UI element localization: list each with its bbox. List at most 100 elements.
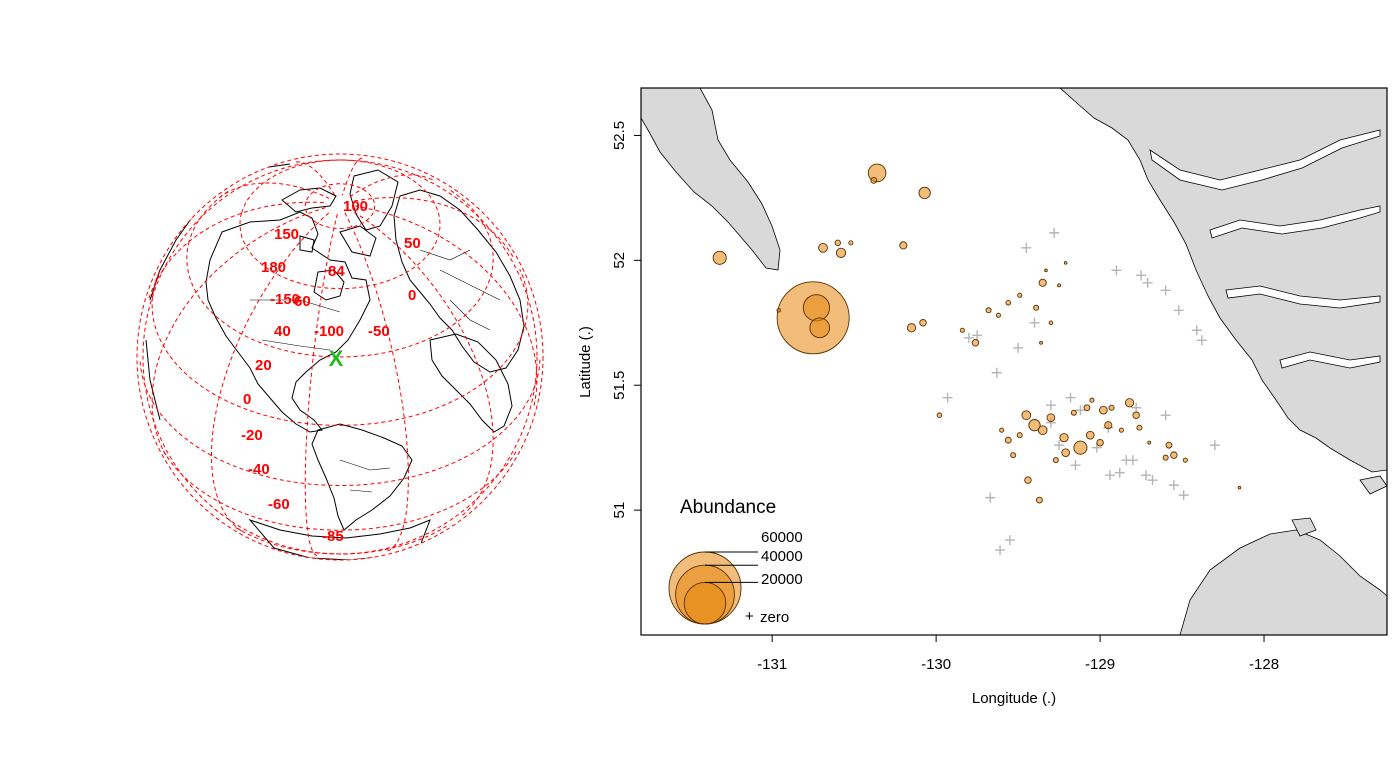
longitude-line (353, 205, 538, 406)
zero-catch-marker (1004, 535, 1015, 546)
x-axis: -131 -130 -129 -128 (757, 635, 1279, 673)
abundance-bubble (1059, 433, 1069, 443)
zero-catch-marker (1104, 470, 1115, 481)
globe-label: -60 (268, 496, 290, 513)
abundance-bubble (1036, 496, 1043, 504)
north-america-outline (205, 211, 371, 433)
globe-label: 150 (274, 226, 299, 243)
globe-label: -20 (241, 427, 263, 444)
zero-catch-marker (1136, 270, 1147, 281)
abundance-bubble (1073, 440, 1088, 455)
zero-catch-marker (1021, 242, 1032, 253)
zero-catch-marker (1054, 440, 1065, 451)
legend-label-20000: 20000 (761, 571, 803, 588)
abundance-bubble (1162, 454, 1169, 461)
latitude-line (151, 269, 529, 426)
zero-catch-marker (942, 392, 953, 403)
abundance-bubble (918, 186, 931, 200)
x-tick-label: -130 (921, 656, 951, 673)
longitude-line (304, 212, 339, 557)
greenland-outline (349, 169, 399, 231)
haida-gwaii-land (641, 88, 781, 271)
zero-catch-marker (995, 545, 1006, 556)
abundance-bubble (870, 177, 878, 184)
legend-circles (668, 551, 758, 625)
zero-catch-marker (1178, 490, 1189, 501)
abundance-bubble (776, 308, 781, 313)
mainland-coast-land (1059, 88, 1387, 473)
abundance-bubble (1052, 457, 1059, 464)
y-tick-label: 52.5 (611, 121, 628, 150)
abundance-bubble (999, 427, 1005, 433)
globe-label: 180 (261, 259, 286, 276)
zero-catch-marker (1160, 410, 1171, 421)
zero-catch-marker (1209, 440, 1220, 451)
longitude-line (295, 161, 336, 196)
zero-catch-marker (972, 330, 983, 341)
abundance-bubble (1165, 441, 1173, 449)
longitude-line (341, 157, 363, 196)
legend-zero-label: zero (760, 609, 789, 626)
globe-label: -85 (322, 528, 344, 545)
abundance-bubble (1005, 300, 1012, 306)
legend-title: Abundance (680, 497, 776, 518)
hudson-bay-outline (313, 269, 345, 301)
latitude-line (186, 189, 494, 358)
longitude-line (344, 212, 409, 552)
abundance-bubble (1070, 409, 1077, 416)
abundance-bubble (1099, 405, 1108, 415)
abundance-bubble (1132, 411, 1140, 419)
small-islands-land (1291, 475, 1387, 537)
globe-label: 0 (243, 391, 251, 408)
zero-catch-marker (1142, 277, 1153, 288)
zero-catch-marker (1070, 460, 1081, 471)
zero-catch-marker (1065, 392, 1076, 403)
globe-label: 0 (408, 287, 416, 304)
longitude-line (151, 206, 328, 456)
abundance-bubble (848, 240, 854, 246)
east-asia-edge-outline (145, 163, 291, 421)
map-land (641, 88, 1387, 635)
y-axis-label: Latitude (.) (577, 326, 594, 398)
abundance-bubble (1147, 440, 1152, 445)
zero-catch-marker (1168, 480, 1179, 491)
globe-label: -150 (270, 291, 300, 308)
zero-catch-marker (1049, 227, 1060, 238)
globe-label: -50 (368, 323, 390, 340)
abundance-bubble (1182, 457, 1188, 463)
legend-label-40000: 40000 (761, 548, 803, 565)
abundance-bubble (959, 327, 965, 333)
abundance-bubble (919, 319, 927, 327)
abundance-bubble (1024, 476, 1032, 484)
x-tick-label: -129 (1085, 656, 1115, 673)
zero-catch-marker (1013, 342, 1024, 353)
abundance-bubble (1108, 404, 1115, 411)
abundance-bubble (1021, 410, 1032, 421)
globe-label: 50 (404, 235, 421, 252)
globe-graticule (136, 153, 544, 561)
zero-catch-marker (1045, 400, 1056, 411)
africa-outline (429, 333, 513, 433)
longitude-line (348, 174, 433, 198)
abundance-bubble (1063, 261, 1068, 265)
globe-labels: 100 150 50 180 84 0 -150 60 40 -100 -50 … (241, 198, 421, 545)
abundance-bubble (985, 307, 992, 314)
abundance-bubble (834, 239, 841, 247)
abundance-bubble (1083, 404, 1091, 412)
abundance-bubble (1237, 485, 1242, 490)
zero-catch-marker (1121, 455, 1132, 466)
abundance-bubble (802, 294, 831, 322)
abundance-bubble (1096, 438, 1104, 447)
map-frame (640, 87, 1388, 636)
abundance-bubble (1044, 268, 1048, 273)
globe-label: 60 (294, 293, 311, 310)
globe-label: -40 (248, 461, 270, 478)
globe-label: 100 (343, 198, 368, 215)
abundance-bubble (1010, 452, 1017, 459)
x-tick-label: -128 (1249, 656, 1279, 673)
abundance-bubbles (712, 163, 1242, 504)
globe-panel: 100 150 50 180 84 0 -150 60 40 -100 -50 … (136, 153, 544, 561)
zero-catch-marker (1173, 305, 1184, 316)
abundance-bubble (809, 317, 831, 339)
zero-catch-marker (1196, 335, 1207, 346)
